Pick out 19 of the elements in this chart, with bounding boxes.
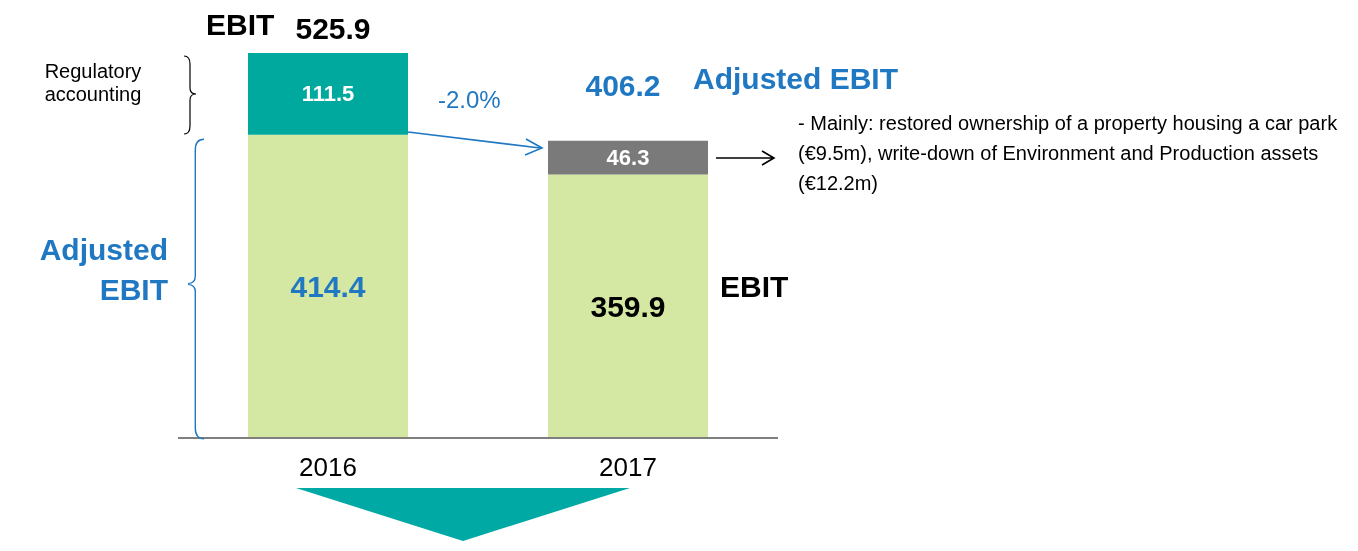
total-label: 406.2 — [585, 68, 661, 102]
text: Adjusted EBIT — [38, 232, 168, 308]
text: EBIT — [206, 8, 275, 42]
data-label: 46.3 — [606, 145, 650, 171]
annotation: EBIT — [720, 270, 789, 304]
data-label: 414.4 — [290, 269, 366, 303]
x-tick-label: 2017 — [599, 452, 657, 483]
bar — [548, 140, 708, 175]
bar — [248, 134, 408, 438]
data-label: 359.9 — [590, 289, 666, 323]
x-tick-label: 2016 — [299, 452, 357, 483]
text: - Mainly: restored ownership of a property housing a car park (€9.5m), write-down of Environment and Production assets (€12.2m) — [798, 111, 1339, 196]
bar — [548, 174, 708, 438]
annotation: Adjusted EBIT — [693, 62, 899, 96]
annotation: -2.0% — [438, 86, 501, 114]
bar — [248, 53, 408, 135]
text: Regulatory accounting — [43, 60, 143, 106]
total-label: 525.9 — [295, 12, 371, 45]
data-label: 111.5 — [301, 81, 355, 107]
